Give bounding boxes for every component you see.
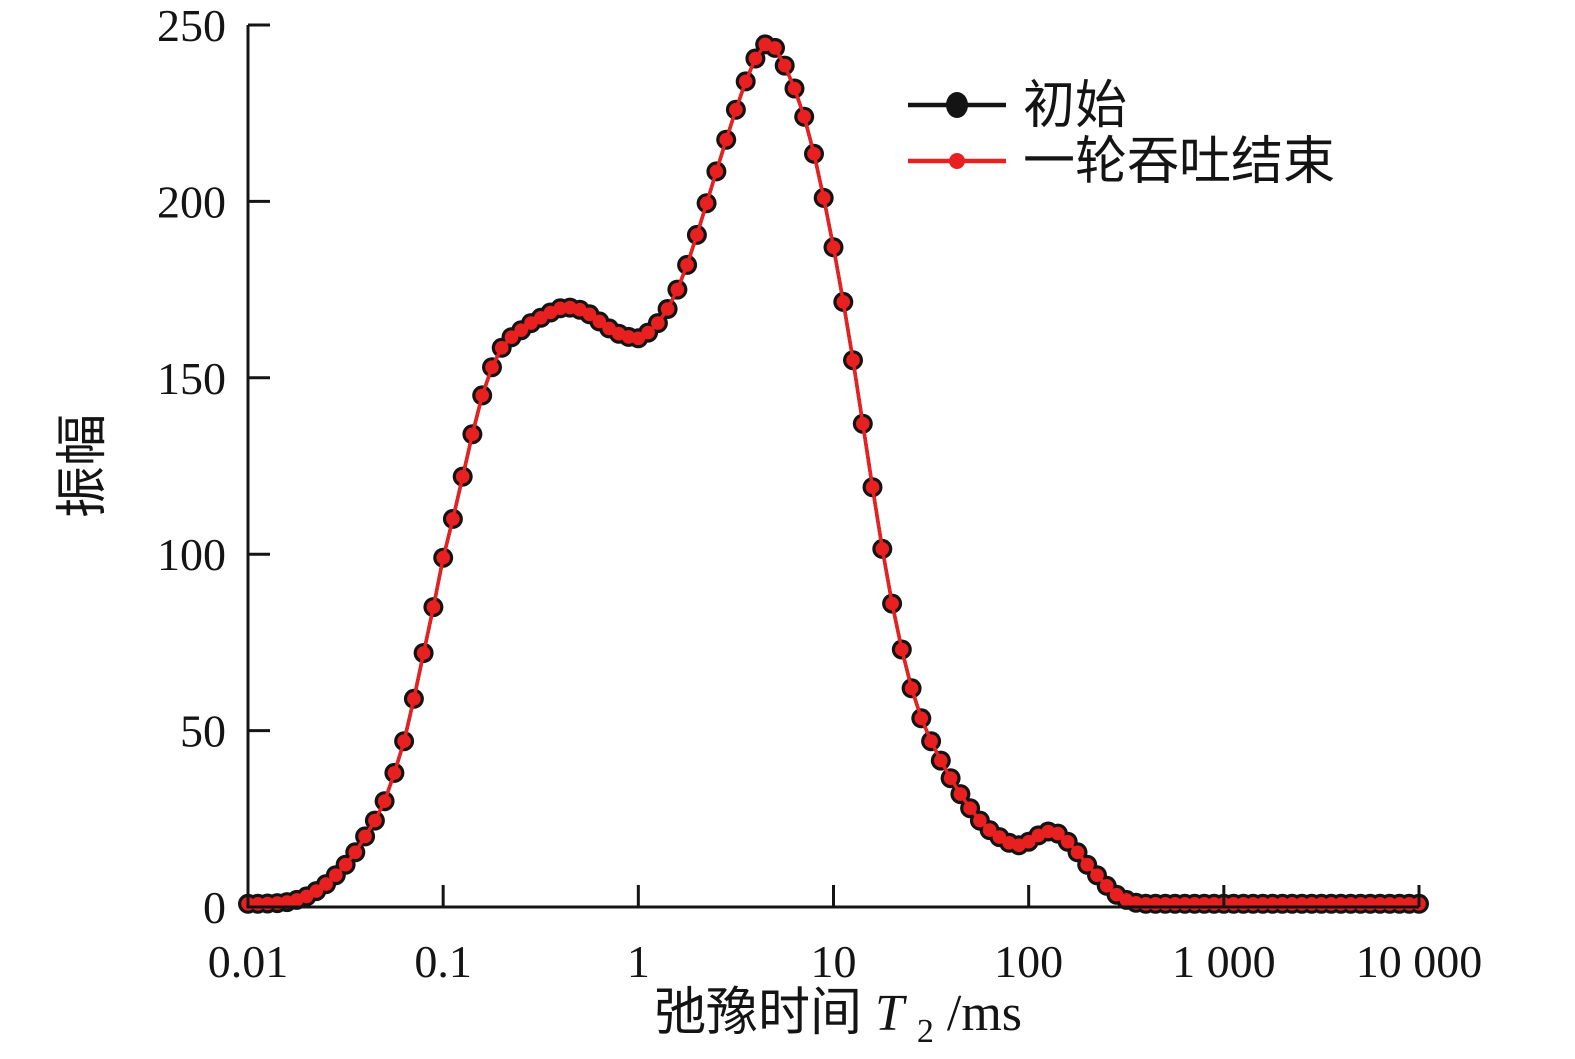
x-axis-title: 弛豫时间 T 2 /ms	[654, 985, 1022, 1054]
series-after-marker	[719, 132, 733, 147]
series-after-marker	[836, 295, 851, 309]
series-after-marker	[368, 813, 382, 828]
legend-marker-initial-icon	[946, 92, 968, 118]
x-tick-label: 1 000	[1172, 936, 1276, 987]
series-after-marker	[924, 734, 938, 748]
series-after-marker	[973, 813, 987, 828]
series-after-marker	[426, 600, 441, 614]
series-after-marker	[660, 302, 675, 316]
series-after-marker	[1070, 845, 1085, 860]
x-tick-label: 0.01	[208, 936, 289, 987]
series-after-marker	[397, 734, 411, 748]
y-tick-label: 0	[203, 882, 226, 933]
x-tick-label: 10 000	[1356, 936, 1483, 987]
series-after-marker	[953, 787, 968, 801]
series-after-marker	[446, 512, 460, 526]
series-after-marker	[982, 823, 997, 837]
series-after-marker	[387, 766, 402, 780]
axes-frame	[246, 23, 1421, 909]
series-after-marker	[416, 646, 431, 660]
series-after-marker	[641, 325, 655, 340]
series-after-marker	[1021, 834, 1036, 849]
y-tick-label: 100	[157, 529, 226, 580]
series-after-marker	[407, 692, 421, 706]
series-after-marker	[895, 642, 909, 657]
series-after-marker	[670, 282, 685, 297]
series-after-marker	[485, 360, 499, 375]
x-tick-label: 1	[627, 936, 650, 987]
legend-marker-after-icon	[949, 153, 965, 169]
series-after-marker	[319, 877, 333, 891]
series-after-marker	[377, 794, 392, 808]
series-after-marker	[465, 427, 480, 442]
series-after-marker	[680, 258, 694, 272]
series-after-marker	[504, 330, 519, 345]
series-after-marker	[885, 596, 899, 611]
series-after-marker	[455, 469, 470, 484]
series-after-marker	[963, 801, 977, 815]
x-axis-title-symbol: T	[875, 985, 907, 1042]
series-after-marker	[768, 41, 782, 55]
y-tick-label: 150	[157, 353, 226, 404]
series-after-marker	[1090, 868, 1104, 882]
x-axis-title-subscript: 2	[917, 1013, 934, 1050]
series-after-marker	[1051, 826, 1065, 841]
series-after-marker	[475, 388, 490, 403]
y-tick-labels: 0 50 100 150 200 250	[157, 0, 226, 933]
x-tick-label: 100	[994, 936, 1063, 987]
y-tick-label: 50	[180, 706, 226, 757]
x-tick-label: 10	[811, 936, 857, 987]
series-after-marker	[846, 353, 860, 368]
series-after-marker	[494, 341, 509, 355]
series-after-marker	[514, 323, 528, 338]
series-after-marker	[1099, 879, 1114, 893]
series-after-marker	[338, 857, 353, 872]
series-after-marker	[348, 845, 363, 860]
series-after-marker	[816, 191, 831, 205]
y-tick-label: 200	[157, 176, 226, 227]
x-axis-title-unit: /ms	[947, 985, 1022, 1042]
x-tick-labels: 0.01 0.1 1 10 100 1 000 10 000	[208, 936, 1483, 987]
y-axis-title: 振幅	[55, 414, 112, 518]
series-after-marker	[309, 884, 324, 898]
series-after-marker	[592, 314, 607, 329]
series-after-marker	[436, 550, 451, 565]
series-after-marker	[787, 81, 802, 96]
legend: 初始 一轮吞吐结束	[908, 78, 1335, 191]
y-tick-label: 250	[157, 0, 226, 51]
series-after-marker	[358, 829, 372, 844]
x-axis-title-prefix: 弛豫时间	[654, 985, 862, 1042]
series-after-marker	[875, 542, 890, 556]
series-after-marker	[748, 51, 763, 66]
x-tick-label: 0.1	[414, 936, 472, 987]
series-after-marker	[807, 147, 821, 161]
series-after-marker	[934, 753, 948, 768]
series-after-marker	[738, 74, 753, 89]
series-after-marker	[1080, 857, 1094, 872]
series-after-marker	[777, 58, 792, 73]
series-after-marker	[709, 164, 724, 179]
series-after-marker	[631, 331, 646, 346]
series-after-marker	[943, 771, 958, 785]
series-after-marker	[904, 681, 919, 696]
series-after-marker	[856, 416, 870, 431]
series-after-marker	[553, 301, 568, 316]
legend-label-initial: 初始	[1023, 78, 1127, 135]
series-after-marker	[329, 868, 343, 882]
series-after-marker	[651, 316, 665, 330]
series-after-marker	[865, 480, 880, 495]
series-after-marker	[729, 102, 743, 117]
series-after-marker	[582, 307, 597, 322]
series-after-marker	[690, 228, 704, 242]
series-after-marker	[797, 109, 811, 124]
series-after-marker	[914, 711, 929, 726]
series-after-marker	[699, 196, 714, 210]
legend-label-after: 一轮吞吐结束	[1023, 134, 1335, 191]
series-after-marker	[826, 240, 841, 255]
series-after-marker	[1060, 834, 1075, 849]
